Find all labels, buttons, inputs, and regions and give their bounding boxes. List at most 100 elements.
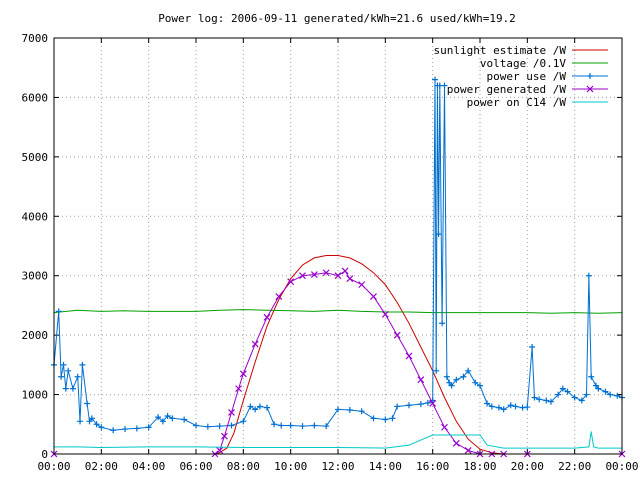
data-point [543, 397, 550, 404]
data-point [443, 373, 450, 380]
data-point [453, 376, 460, 383]
data-point [311, 422, 318, 429]
legend-label: power use /W [487, 70, 567, 83]
data-point [614, 392, 621, 399]
data-point [256, 403, 263, 410]
x-tick-label: 14:00 [369, 460, 402, 473]
x-tick-label: 10:00 [274, 460, 307, 473]
x-tick-label: 16:00 [416, 460, 449, 473]
data-point [452, 439, 460, 447]
legend-entry: power on C14 /W [467, 96, 608, 109]
x-tick-label: 12:00 [321, 460, 354, 473]
data-point [439, 320, 446, 327]
data-point [58, 373, 65, 380]
data-point [424, 399, 431, 406]
data-point [432, 76, 439, 83]
data-point [472, 379, 479, 386]
data-point [381, 310, 389, 318]
data-point [448, 382, 455, 389]
series-line [54, 255, 622, 455]
data-point [417, 401, 424, 408]
data-point [79, 361, 86, 368]
legend-label: sunlight estimate /W [434, 44, 567, 57]
data-point [247, 403, 254, 410]
x-tick-label: 08:00 [227, 460, 260, 473]
data-point [164, 412, 171, 419]
data-point [406, 402, 412, 409]
data-point [578, 397, 585, 404]
data-point [93, 421, 100, 428]
data-point [271, 421, 278, 428]
data-point [370, 415, 377, 422]
data-point [278, 422, 285, 429]
legend-entry: power use /W [487, 70, 608, 83]
data-point [77, 418, 84, 425]
y-tick-label: 4000 [22, 210, 49, 223]
x-tick-label: 00:00 [605, 460, 638, 473]
data-point [287, 422, 294, 429]
axis-layer: 0 1000 2000 3000 4000 5000 6000 7000 00:00 02:00 0… [22, 32, 639, 473]
series-2 [51, 76, 625, 434]
data-point [358, 281, 366, 289]
data-point [595, 385, 602, 392]
data-point [464, 447, 472, 454]
data-point [484, 400, 491, 407]
x-tick-label: 02:00 [85, 460, 118, 473]
data-point [346, 407, 353, 414]
legend-entry: sunlight estimate /W [434, 44, 608, 57]
data-point [341, 267, 349, 275]
data-point [216, 447, 224, 454]
x-tick-label: 06:00 [179, 460, 212, 473]
data-point [74, 373, 81, 380]
data-point [536, 396, 543, 403]
data-point [588, 373, 595, 380]
data-point [228, 422, 235, 429]
data-point [62, 385, 69, 392]
data-point [228, 408, 235, 416]
y-tick-label: 5000 [22, 151, 49, 164]
data-point [529, 344, 536, 351]
data-point [548, 398, 554, 405]
y-tick-label: 2000 [22, 329, 49, 342]
data-point [441, 82, 448, 89]
data-point [488, 403, 495, 410]
data-point [65, 367, 72, 374]
legend-marker [586, 85, 594, 93]
data-point [169, 415, 176, 422]
data-point [465, 367, 472, 374]
legend-label: power generated /W [447, 83, 567, 96]
data-point [405, 352, 413, 360]
series-1 [53, 309, 623, 314]
data-point [358, 408, 365, 415]
data-point [602, 388, 609, 395]
data-point [370, 293, 377, 300]
x-tick-label: 18:00 [463, 460, 496, 473]
data-point [159, 418, 166, 425]
x-tick-label: 00:00 [37, 460, 70, 473]
data-point [441, 423, 448, 431]
data-point [216, 423, 223, 430]
legend-marker [587, 73, 593, 79]
series-line [53, 309, 623, 314]
data-point [394, 403, 401, 410]
data-point [559, 385, 566, 392]
data-point [98, 424, 105, 431]
data-point [235, 385, 243, 393]
data-point [84, 400, 91, 407]
data-point [239, 370, 247, 378]
data-point [193, 422, 199, 429]
data-point [299, 272, 306, 280]
data-point [204, 423, 211, 430]
data-point [110, 427, 117, 434]
data-point [393, 331, 401, 339]
data-point [275, 293, 283, 300]
data-point [346, 275, 354, 283]
data-point [524, 404, 531, 411]
legend-label: voltage /0.1V [480, 57, 566, 70]
data-point [571, 394, 578, 401]
data-point [435, 231, 442, 238]
data-point [88, 415, 95, 422]
data-point [60, 361, 67, 368]
